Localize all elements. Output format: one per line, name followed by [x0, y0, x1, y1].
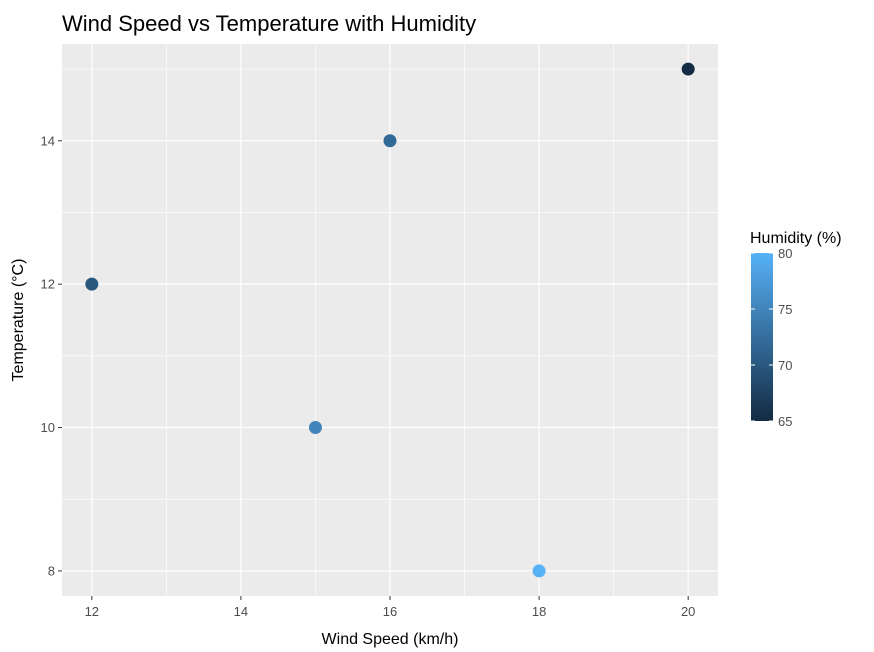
legend-ticks: 65 70 75 80	[751, 246, 792, 429]
x-tick-label: 14	[234, 604, 248, 619]
legend-colorbar	[751, 253, 773, 421]
data-points	[85, 62, 695, 578]
y-tick-label: 12	[41, 277, 55, 292]
x-axis-ticks: 12 14 16 18 20	[85, 596, 695, 619]
y-tick-label: 14	[41, 133, 55, 148]
chart-title: Wind Speed vs Temperature with Humidity	[62, 11, 476, 36]
y-tick-label: 8	[48, 563, 55, 578]
y-tick-label: 10	[41, 420, 55, 435]
legend-tick-label: 70	[778, 358, 792, 373]
data-point	[532, 564, 546, 578]
data-point	[383, 134, 397, 148]
legend-tick-label: 80	[778, 246, 792, 261]
data-point	[85, 277, 99, 291]
data-point	[681, 62, 695, 76]
x-tick-label: 18	[532, 604, 546, 619]
y-axis-ticks: 8 10 12 14	[41, 133, 62, 578]
legend-title: Humidity (%)	[750, 230, 842, 247]
y-axis-title: Temperature (°C)	[10, 259, 27, 382]
legend-tick-label: 75	[778, 302, 792, 317]
x-tick-label: 20	[681, 604, 695, 619]
legend-tick-label: 65	[778, 414, 792, 429]
data-point	[308, 421, 322, 435]
x-tick-label: 12	[85, 604, 99, 619]
humidity-legend: Humidity (%) 65 70 75 80	[750, 230, 842, 429]
x-axis-title: Wind Speed (km/h)	[322, 631, 459, 648]
x-tick-label: 16	[383, 604, 397, 619]
